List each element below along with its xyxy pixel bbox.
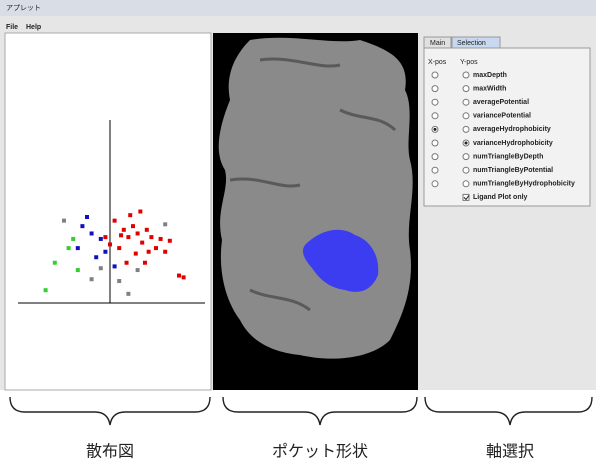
tab-label[interactable]: Main (430, 40, 445, 47)
radio-button[interactable] (432, 167, 438, 173)
option-label[interactable]: maxWidth (473, 85, 506, 92)
radio-button[interactable] (463, 181, 469, 187)
radio-button[interactable] (432, 181, 438, 187)
scatter-point (99, 266, 103, 270)
scatter-point (125, 261, 129, 265)
scatter-point (163, 250, 167, 254)
radio-button[interactable] (432, 99, 438, 105)
column-header: Y-pos (460, 59, 478, 66)
scatter-point (113, 264, 117, 268)
radio-button[interactable] (463, 167, 469, 173)
scatter-point (117, 279, 121, 283)
scatter-point (140, 241, 144, 245)
scatter-point (90, 231, 94, 235)
option-label[interactable]: variancePotential (473, 113, 531, 120)
scatter-point (103, 250, 107, 254)
scatter-point (80, 224, 84, 228)
option-label[interactable]: averagePotential (473, 99, 529, 106)
option-label[interactable]: maxDepth (473, 72, 507, 79)
scatter-point (136, 268, 140, 272)
scatter-point (117, 246, 121, 250)
radio-dot[interactable] (434, 128, 437, 131)
radio-button[interactable] (463, 72, 469, 78)
scatter-point (163, 222, 167, 226)
column-header: X-pos (428, 59, 447, 66)
braces (10, 397, 592, 425)
caption: 軸選択 (486, 442, 534, 461)
scatter-point (67, 246, 71, 250)
menu-file[interactable]: File (6, 24, 18, 31)
scatter-point (62, 219, 66, 223)
radio-button[interactable] (432, 154, 438, 160)
option-label[interactable]: varianceHydrophobicity (473, 140, 553, 147)
scatter-point (182, 275, 186, 279)
scatter-point (90, 277, 94, 281)
scatter-panel (5, 33, 211, 390)
scatter-point (113, 219, 117, 223)
radio-button[interactable] (463, 99, 469, 105)
scatter-point (177, 274, 181, 278)
scatter-point (103, 235, 107, 239)
option-label[interactable]: numTriangleByHydrophobicity (473, 181, 575, 188)
scatter-point (71, 237, 75, 241)
scatter-point (143, 261, 147, 265)
scatter-point (99, 237, 103, 241)
scatter-point (154, 246, 158, 250)
scatter-point (126, 292, 130, 296)
scatter-point (108, 242, 112, 246)
scatter-point (136, 231, 140, 235)
scatter-point (44, 288, 48, 292)
scatter-point (122, 228, 126, 232)
protein-surface (219, 38, 413, 359)
scatter-point (159, 237, 163, 241)
scatter-point (134, 252, 138, 256)
scatter-point (168, 239, 172, 243)
radio-button[interactable] (463, 154, 469, 160)
scatter-point (119, 233, 123, 237)
scatter-point (147, 250, 151, 254)
radio-button[interactable] (432, 72, 438, 78)
radio-button[interactable] (432, 86, 438, 92)
option-label[interactable]: numTriangleByDepth (473, 153, 543, 160)
title-bar (0, 0, 596, 16)
radio-button[interactable] (463, 113, 469, 119)
radio-button[interactable] (463, 126, 469, 132)
scatter-point (94, 255, 98, 259)
scatter-point (149, 235, 153, 239)
menu-help[interactable]: Help (26, 24, 41, 31)
scatter-point (145, 228, 149, 232)
radio-dot[interactable] (465, 142, 468, 145)
scatter-point (128, 213, 132, 217)
scatter-point (131, 224, 135, 228)
scatter-point (53, 261, 57, 265)
figure: アプレット File Help Main Selection X-pos Y-p… (0, 0, 596, 470)
radio-button[interactable] (432, 140, 438, 146)
window-title: アプレット (6, 4, 41, 12)
scatter-point (76, 246, 80, 250)
tab-label[interactable]: Selection (457, 40, 486, 47)
option-label[interactable]: numTriangleByPotential (473, 167, 553, 174)
scatter-point (85, 215, 89, 219)
scatter-point (126, 235, 130, 239)
radio-button[interactable] (463, 86, 469, 92)
caption: ポケット形状 (272, 442, 368, 461)
radio-button[interactable] (432, 113, 438, 119)
option-label[interactable]: averageHydrophobicity (473, 126, 551, 133)
scatter-point (138, 210, 142, 214)
scatter-point (76, 268, 80, 272)
checkbox-label[interactable]: Ligand Plot only (473, 194, 528, 201)
caption: 散布図 (86, 442, 134, 461)
